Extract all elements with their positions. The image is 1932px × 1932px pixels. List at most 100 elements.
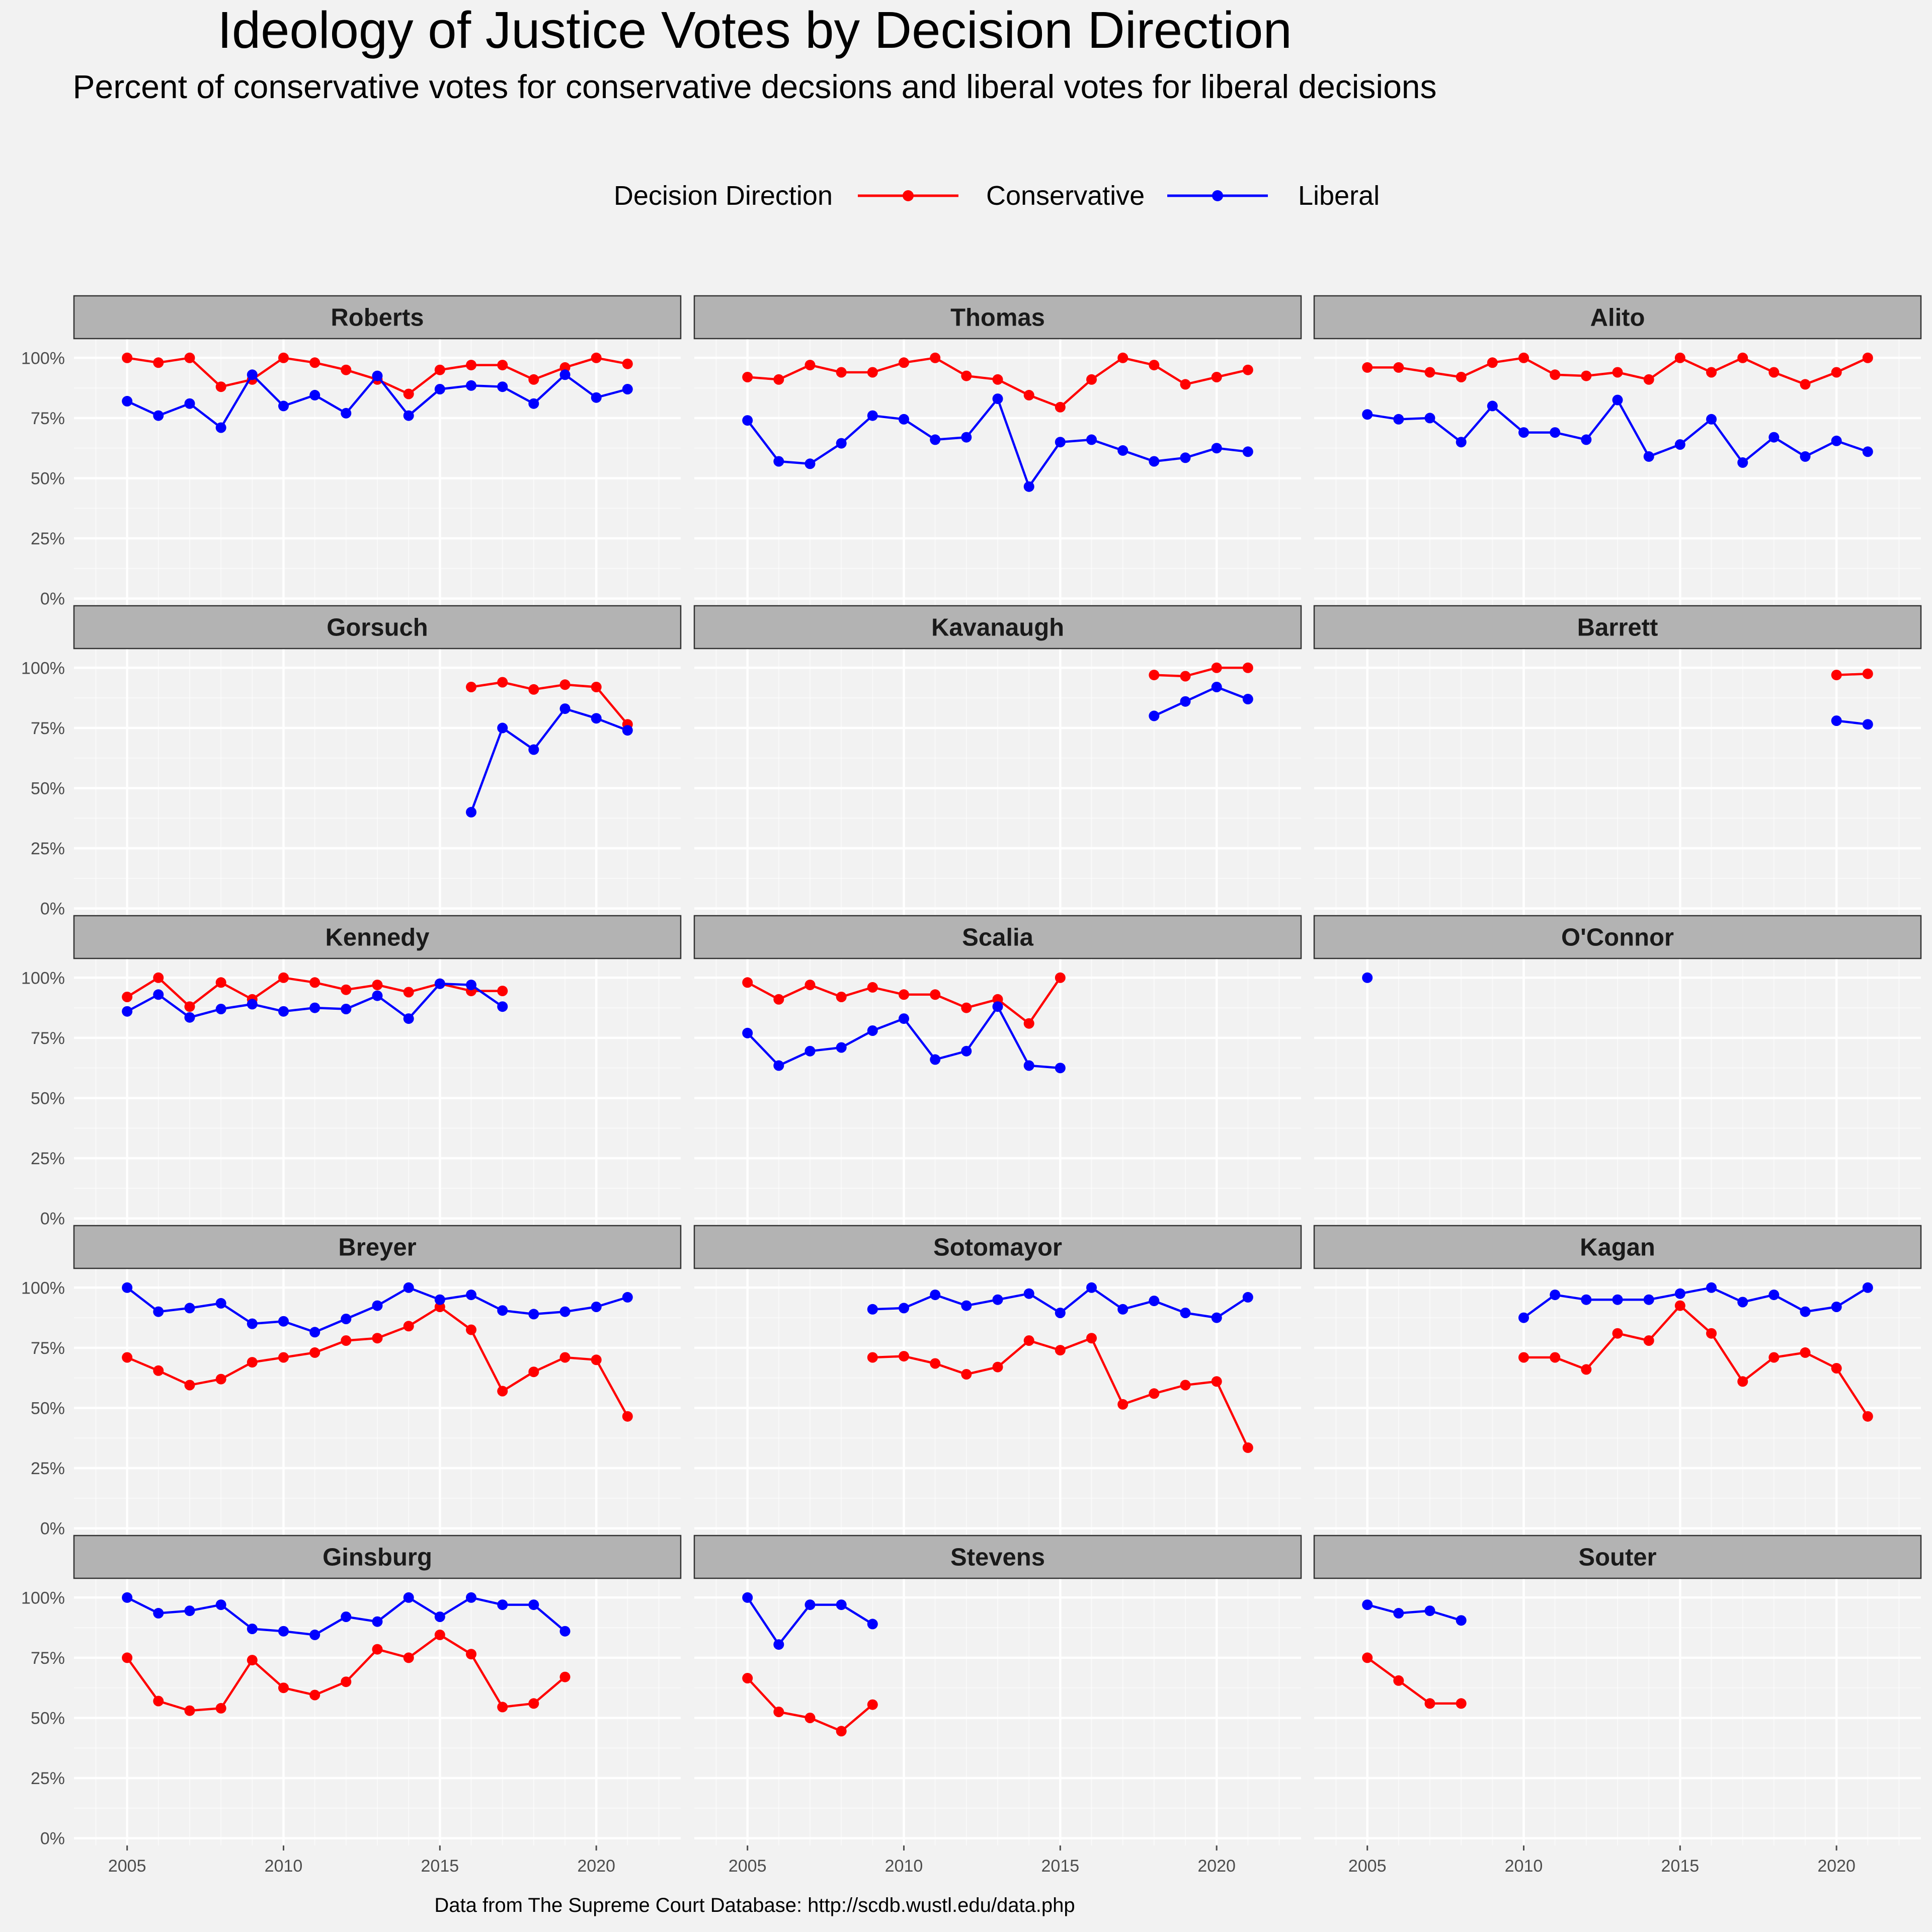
series-liberal — [122, 369, 633, 433]
data-point-conservative — [497, 1386, 508, 1397]
data-point-conservative — [1643, 374, 1654, 385]
data-point-liberal — [215, 422, 226, 433]
facet-strip — [693, 1535, 1302, 1579]
data-point-conservative — [184, 1705, 195, 1716]
y-tick-label: 0% — [40, 1519, 65, 1539]
data-point-conservative — [961, 1002, 972, 1013]
data-point-liberal — [278, 1626, 289, 1637]
panel-grid — [74, 649, 681, 916]
data-point-liberal — [184, 1303, 195, 1314]
data-point-conservative — [622, 1411, 633, 1422]
facet-label: O'Connor — [1561, 924, 1674, 951]
data-point-conservative — [1800, 379, 1811, 390]
data-point-liberal — [836, 1042, 847, 1053]
y-tick-label: 50% — [31, 1399, 65, 1418]
data-point-conservative — [466, 1649, 476, 1660]
data-point-conservative — [559, 362, 571, 373]
data-point-liberal — [1242, 1292, 1253, 1303]
facet-strip — [73, 295, 682, 340]
series-line-conservative — [1154, 667, 1248, 678]
y-tick-label: 100% — [21, 1278, 65, 1298]
series-line-conservative — [1366, 1657, 1462, 1705]
data-point-conservative — [1393, 1675, 1404, 1686]
data-point-conservative — [559, 679, 571, 690]
facet-strip — [1313, 1535, 1922, 1579]
panel-thomas: Thomas — [693, 295, 1302, 606]
data-point-liberal — [591, 713, 602, 724]
data-point-liberal — [559, 1306, 571, 1317]
data-point-conservative — [867, 1699, 878, 1710]
data-point-liberal — [1674, 439, 1685, 450]
data-point-conservative — [1706, 1328, 1717, 1339]
data-point-conservative — [1612, 367, 1623, 378]
series-conservative — [742, 1673, 878, 1737]
data-point-liberal — [528, 1309, 539, 1320]
data-point-liberal — [1086, 1282, 1097, 1293]
data-point-conservative — [1800, 1347, 1811, 1358]
data-point-liberal — [278, 1006, 289, 1017]
data-point-liberal — [247, 1318, 258, 1329]
data-point-liberal — [1180, 452, 1191, 463]
data-point-conservative — [309, 977, 320, 988]
data-point-conservative — [559, 1671, 571, 1682]
data-point-liberal — [836, 438, 847, 449]
series-conservative — [1362, 1652, 1467, 1709]
data-point-liberal — [1023, 1060, 1034, 1071]
data-point-conservative — [836, 992, 847, 1002]
data-point-conservative — [1550, 369, 1561, 380]
data-point-conservative — [278, 1352, 289, 1363]
data-point-liberal — [309, 389, 320, 400]
y-tick-label: 25% — [31, 1769, 65, 1788]
data-point-liberal — [153, 989, 164, 1000]
data-point-conservative — [992, 1361, 1003, 1373]
data-point-conservative — [1211, 372, 1222, 382]
series-conservative — [1149, 662, 1253, 682]
data-point-liberal — [528, 744, 539, 755]
data-point-conservative — [1643, 1335, 1654, 1346]
data-point-conservative — [742, 977, 753, 988]
data-point-liberal — [1242, 694, 1253, 704]
data-point-conservative — [153, 1365, 164, 1376]
data-point-liberal — [1612, 394, 1623, 406]
data-point-liberal — [215, 1004, 226, 1014]
data-point-conservative — [153, 357, 164, 368]
data-point-liberal — [867, 1619, 878, 1630]
panel-scalia: Scalia — [693, 915, 1302, 1226]
data-point-liberal — [1800, 1306, 1811, 1317]
data-point-conservative — [804, 980, 816, 991]
data-point-liberal — [215, 1298, 226, 1309]
facet-strip — [693, 605, 1302, 650]
y-tick-label: 50% — [31, 469, 65, 488]
data-point-conservative — [153, 1696, 164, 1707]
data-point-conservative — [1456, 372, 1467, 382]
data-point-conservative — [773, 374, 784, 385]
series-line-liberal — [1523, 1286, 1869, 1319]
series-liberal — [742, 393, 1253, 492]
facet-strip — [693, 1225, 1302, 1269]
data-point-liberal — [1737, 1297, 1748, 1308]
data-point-conservative — [1518, 1352, 1529, 1363]
data-point-conservative — [341, 1335, 352, 1346]
data-point-liberal — [528, 1599, 539, 1611]
data-point-liberal — [122, 1592, 133, 1603]
data-point-liberal — [1518, 427, 1529, 438]
x-tick-label: 2015 — [1041, 1857, 1080, 1876]
series-conservative — [1362, 352, 1873, 390]
series-liberal — [466, 703, 633, 818]
data-point-liberal — [773, 1060, 784, 1071]
data-point-liberal — [1674, 1288, 1685, 1299]
data-point-conservative — [992, 994, 1003, 1005]
x-tick-label: 2020 — [577, 1857, 615, 1876]
data-point-conservative — [1023, 1335, 1034, 1346]
data-point-liberal — [372, 990, 383, 1001]
data-point-liberal — [247, 369, 258, 380]
series-liberal — [742, 1001, 1066, 1074]
data-point-conservative — [528, 1366, 539, 1378]
data-point-liberal — [1149, 710, 1160, 721]
data-point-liberal — [122, 395, 133, 407]
y-tick-label: 50% — [31, 1709, 65, 1728]
facet-label: Sotomayor — [933, 1234, 1062, 1261]
data-point-liberal — [992, 1001, 1003, 1012]
data-point-conservative — [403, 1321, 414, 1332]
